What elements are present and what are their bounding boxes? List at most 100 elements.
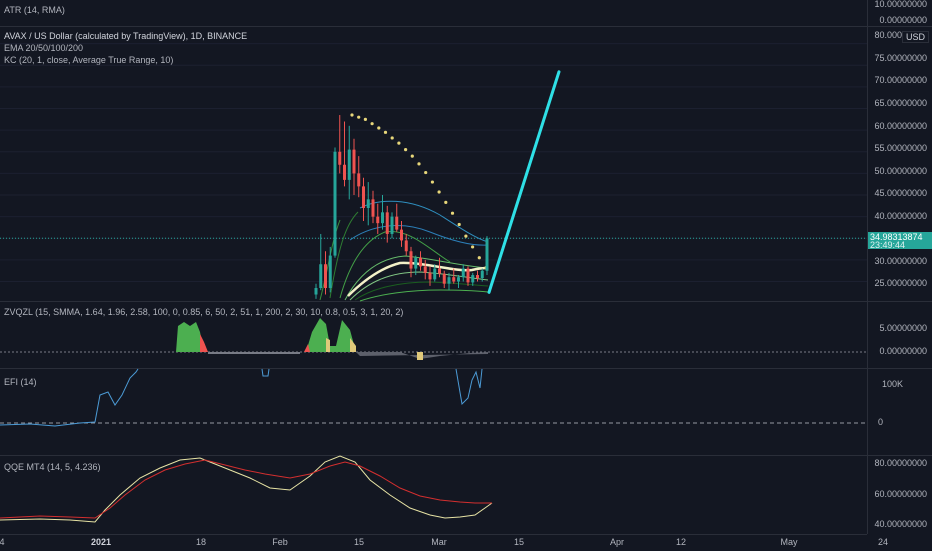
efi-tick-100k: 100K — [881, 379, 903, 389]
candle-up — [381, 212, 384, 224]
x-tick: 15 — [353, 537, 365, 547]
candle-down — [423, 266, 427, 273]
sar-dot — [357, 115, 361, 119]
candle-up — [390, 216, 394, 234]
last-price-value: 34.98313874 — [870, 232, 923, 242]
zvqzl-green-hump — [306, 318, 356, 352]
candle-down — [409, 251, 413, 269]
price-tick-25: 25.00000000 — [874, 278, 927, 288]
zvqzl-red-tail — [304, 344, 310, 352]
qqe-tick-60: 60.00000000 — [874, 489, 927, 499]
sar-dot — [464, 234, 468, 238]
efi-line — [261, 368, 270, 377]
price-pane[interactable]: AVAX / US Dollar (calculated by TradingV… — [0, 27, 867, 301]
sar-dot — [457, 222, 461, 227]
candle-up — [447, 277, 451, 284]
qqe-slow-line — [0, 459, 492, 519]
zvqzl-yellow-bar — [350, 338, 356, 352]
sar-dot — [410, 154, 414, 158]
kc-indicator-label[interactable]: KC (20, 1, close, Average True Range, 10… — [4, 55, 174, 65]
candle-down — [404, 240, 408, 252]
sar-dot — [350, 113, 354, 117]
sar-dot — [417, 162, 421, 166]
candle-down — [428, 272, 432, 280]
zvqzl-green-hump — [176, 322, 204, 352]
zvqzl-pane[interactable]: ZVQZL (15, SMMA, 1.64, 1.96, 2.58, 100, … — [0, 302, 867, 368]
kc-middle-line — [349, 225, 489, 246]
kc-upper-band — [359, 200, 489, 243]
candle-up — [433, 268, 437, 280]
time-axis[interactable]: 4 2021 18 Feb 15 Mar 15 Apr 12 May 24 — [0, 534, 888, 551]
zvqzl-label[interactable]: ZVQZL (15, SMMA, 1.64, 1.96, 2.58, 100, … — [4, 307, 404, 317]
ema-indicator-label[interactable]: EMA 20/50/100/200 — [4, 43, 84, 53]
price-tick-60: 60.00000000 — [874, 121, 927, 131]
efi-line — [0, 368, 139, 427]
x-tick: Apr — [609, 537, 625, 547]
qqe-fast-line — [0, 455, 493, 523]
candle-down — [357, 173, 361, 187]
sar-dot — [363, 117, 367, 121]
zvqzl-grey-flat — [208, 352, 300, 354]
pane-separator[interactable] — [0, 26, 932, 27]
candle-down — [438, 268, 441, 274]
candle-up — [480, 270, 484, 279]
candle-up — [485, 238, 489, 271]
atr-pane[interactable]: ATR (14, RMA) — [0, 0, 867, 26]
x-tick: 4 — [0, 537, 5, 547]
qqe-tick-40: 40.00000000 — [874, 519, 927, 529]
parabolic-sar — [350, 113, 488, 270]
x-tick: 18 — [195, 537, 207, 547]
zvqzl-axis[interactable]: 5.00000000 0.00000000 — [867, 302, 932, 368]
price-tick-65: 65.00000000 — [874, 98, 927, 108]
candle-down — [324, 264, 327, 289]
chart-canvas[interactable] — [0, 0, 867, 550]
candle-down — [452, 277, 456, 282]
price-tick-55: 55.00000000 — [874, 143, 927, 153]
candle-down — [362, 186, 365, 209]
candle-up — [328, 255, 332, 289]
x-tick: 2021 — [90, 537, 112, 547]
zvqzl-histogram — [0, 318, 867, 360]
zvqzl-red-tail — [200, 334, 208, 352]
zvqzl-tick-5: 5.00000000 — [879, 323, 927, 333]
sar-dot — [383, 130, 388, 134]
zvqzl-tick-0: 0.00000000 — [879, 346, 927, 356]
candle-down — [466, 268, 470, 283]
qqe-series — [0, 455, 493, 523]
efi-axis[interactable]: 100K 0 — [867, 369, 932, 455]
x-tick: Feb — [272, 537, 288, 547]
keltner-channel — [319, 200, 489, 302]
candle-up — [414, 257, 418, 269]
candle-down — [476, 275, 479, 279]
atr-axis[interactable]: 10.00000000 0.00000000 — [867, 0, 932, 26]
pane-separator[interactable] — [0, 368, 932, 369]
ema-20-line — [347, 261, 489, 297]
price-tick-45: 45.00000000 — [874, 188, 927, 198]
ema-fan-line — [339, 231, 451, 299]
efi-line — [455, 368, 483, 406]
efi-pane[interactable]: EFI (14) — [0, 369, 867, 455]
candle-up — [347, 149, 351, 180]
ema-fan-line — [349, 271, 489, 301]
price-tick-40: 40.00000000 — [874, 211, 927, 221]
pane-separator[interactable] — [0, 455, 932, 456]
qqe-pane[interactable]: QQE MT4 (14, 5, 4.236) — [0, 456, 867, 534]
x-tick: 15 — [513, 537, 525, 547]
price-tick-80: 80.00000000 — [874, 30, 927, 40]
zvqzl-yellow-bar — [326, 338, 330, 352]
qqe-label[interactable]: QQE MT4 (14, 5, 4.236) — [4, 462, 101, 472]
efi-label[interactable]: EFI (14) — [4, 377, 37, 387]
price-tick-50: 50.00000000 — [874, 166, 927, 176]
candle-up — [366, 199, 370, 209]
candle-down — [352, 149, 356, 174]
candle-up — [319, 264, 323, 289]
sar-dot — [444, 200, 448, 204]
sar-dot — [471, 245, 475, 249]
pane-separator[interactable] — [0, 301, 932, 302]
price-axis[interactable]: 80.00000000 75.00000000 70.00000000 65.0… — [867, 27, 932, 301]
sar-dot — [370, 122, 374, 126]
currency-badge[interactable]: USD — [901, 31, 929, 43]
candle-down — [371, 199, 375, 217]
sar-dot — [477, 256, 481, 260]
qqe-axis[interactable]: 80.00000000 60.00000000 40.00000000 — [867, 456, 932, 534]
